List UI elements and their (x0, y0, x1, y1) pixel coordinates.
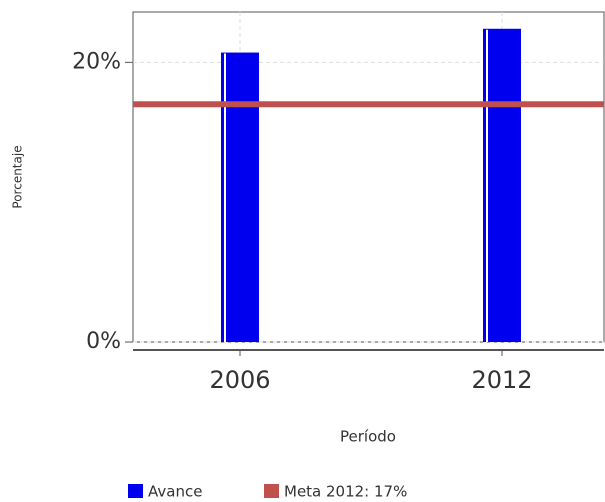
x-tick-label: 2006 (209, 366, 270, 394)
legend-label: Meta 2012: 17% (284, 483, 407, 501)
legend-swatch (128, 484, 143, 498)
x-axis-label: Período (340, 428, 396, 446)
y-axis-label: Porcentaje (11, 145, 25, 208)
bar (483, 28, 521, 342)
bar (221, 52, 259, 343)
legend-label: Avance (148, 483, 202, 501)
y-tick-label: 0% (86, 329, 121, 354)
y-tick-label: 20% (72, 49, 121, 74)
plot-frame (132, 11, 605, 343)
legend-swatch (264, 484, 279, 498)
x-tick-label: 2012 (471, 366, 532, 394)
